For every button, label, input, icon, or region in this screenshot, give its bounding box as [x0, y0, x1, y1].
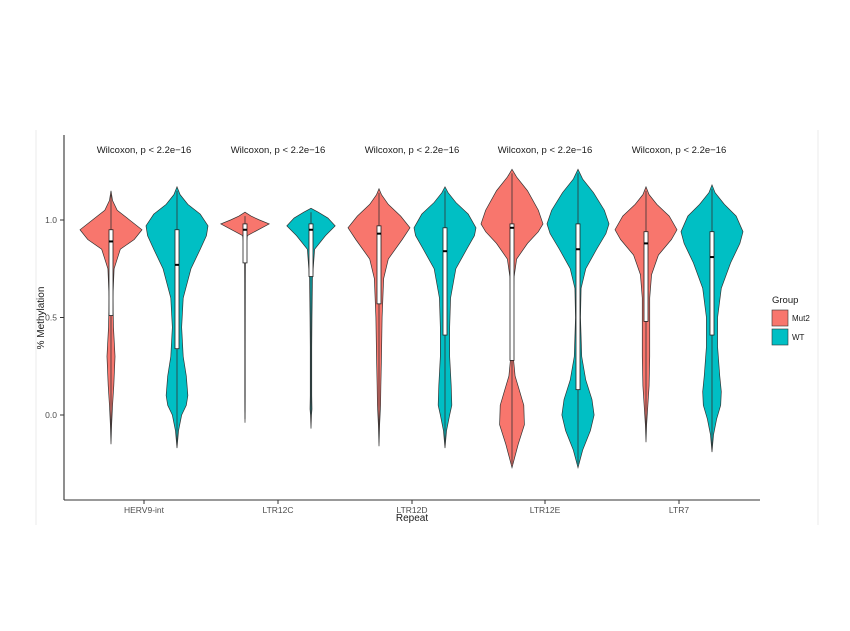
wilcoxon-annotation: Wilcoxon, p < 2.2e−16 — [231, 145, 326, 156]
box-mut2-ltr12d — [376, 225, 382, 305]
x-tick-label: LTR12C — [262, 505, 293, 515]
box-wt-ltr12d — [442, 227, 448, 336]
wilcoxon-annotation: Wilcoxon, p < 2.2e−16 — [365, 145, 460, 156]
y-tick-label: 0.0 — [45, 410, 57, 420]
box-mut2-ltr12c — [242, 223, 248, 264]
violins-layer — [79, 168, 744, 470]
x-ticks: HERV9-int LTR12C LTR12D LTR12E LTR7 — [124, 500, 689, 515]
wilcoxon-annotation: Wilcoxon, p < 2.2e−16 — [632, 145, 727, 156]
x-tick-label: LTR12D — [396, 505, 427, 515]
y-tick-label: 0.5 — [45, 313, 57, 323]
x-axis-title: Repeat — [396, 513, 428, 524]
box-mut2-ltr12e — [509, 223, 515, 361]
annotations-layer: Wilcoxon, p < 2.2e−16 Wilcoxon, p < 2.2e−… — [97, 145, 727, 156]
y-axis-title: % Methylation — [36, 287, 47, 350]
y-tick-label: 1.0 — [45, 215, 57, 225]
box-mut2-herv9-int — [108, 229, 114, 316]
box-wt-ltr12e — [575, 223, 581, 391]
legend-title: Group — [772, 295, 798, 306]
wilcoxon-annotation: Wilcoxon, p < 2.2e−16 — [498, 145, 593, 156]
y-ticks: 0.0 0.5 1.0 — [45, 215, 64, 420]
box-mut2-ltr7 — [643, 231, 649, 322]
legend: Group Mut2 WT — [771, 295, 810, 346]
wilcoxon-annotation: Wilcoxon, p < 2.2e−16 — [97, 145, 192, 156]
x-tick-label: LTR12E — [530, 505, 561, 515]
box-wt-ltr12c — [308, 223, 314, 277]
box-wt-herv9-int — [174, 229, 180, 350]
legend-label-mut2: Mut2 — [792, 314, 810, 323]
box-wt-ltr7 — [709, 231, 715, 336]
x-tick-label: HERV9-int — [124, 505, 165, 515]
x-tick-label: LTR7 — [669, 505, 689, 515]
legend-swatch-wt — [771, 328, 789, 346]
legend-label-wt: WT — [792, 333, 805, 342]
legend-swatch-mut2 — [771, 309, 789, 327]
